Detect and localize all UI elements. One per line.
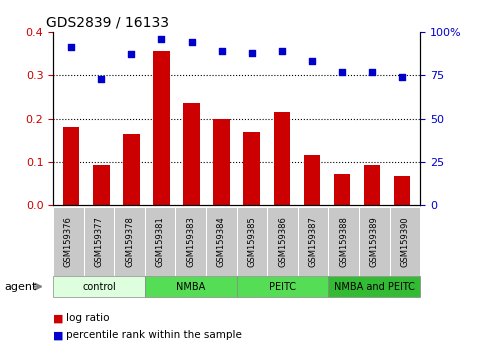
Text: NMBA: NMBA xyxy=(176,282,205,292)
Point xyxy=(218,48,226,54)
Point xyxy=(248,50,256,56)
Text: GDS2839 / 16133: GDS2839 / 16133 xyxy=(46,15,169,29)
Point xyxy=(278,48,285,54)
Point xyxy=(338,69,346,75)
Bar xyxy=(273,112,290,205)
Bar xyxy=(394,176,411,205)
Point xyxy=(157,36,165,42)
Point xyxy=(67,45,75,50)
Text: GSM159376: GSM159376 xyxy=(64,216,73,267)
Text: ■: ■ xyxy=(53,330,67,340)
Text: GSM159384: GSM159384 xyxy=(217,216,226,267)
Text: control: control xyxy=(82,282,116,292)
Text: percentile rank within the sample: percentile rank within the sample xyxy=(66,330,242,340)
Bar xyxy=(304,155,320,205)
Text: GSM159377: GSM159377 xyxy=(95,216,103,267)
Point xyxy=(368,69,376,75)
Point xyxy=(398,74,406,80)
Bar xyxy=(183,103,200,205)
Point xyxy=(128,52,135,57)
Text: GSM159390: GSM159390 xyxy=(400,216,410,267)
Text: ■: ■ xyxy=(53,313,67,323)
Text: NMBA and PEITC: NMBA and PEITC xyxy=(334,282,415,292)
Text: PEITC: PEITC xyxy=(269,282,296,292)
Bar xyxy=(334,174,350,205)
Bar xyxy=(364,165,380,205)
Point xyxy=(98,76,105,81)
Text: GSM159383: GSM159383 xyxy=(186,216,195,267)
Text: GSM159381: GSM159381 xyxy=(156,216,165,267)
Text: GSM159385: GSM159385 xyxy=(247,216,256,267)
Text: GSM159388: GSM159388 xyxy=(339,216,348,267)
Bar xyxy=(243,132,260,205)
Text: agent: agent xyxy=(5,282,37,292)
Point xyxy=(188,39,196,45)
Bar xyxy=(93,165,110,205)
Bar xyxy=(213,119,230,205)
Text: GSM159389: GSM159389 xyxy=(370,216,379,267)
Point xyxy=(308,58,316,64)
Text: GSM159387: GSM159387 xyxy=(309,216,318,267)
Text: log ratio: log ratio xyxy=(66,313,109,323)
Bar xyxy=(153,51,170,205)
Bar xyxy=(63,127,80,205)
Bar xyxy=(123,134,140,205)
Text: GSM159386: GSM159386 xyxy=(278,216,287,267)
Text: GSM159378: GSM159378 xyxy=(125,216,134,267)
